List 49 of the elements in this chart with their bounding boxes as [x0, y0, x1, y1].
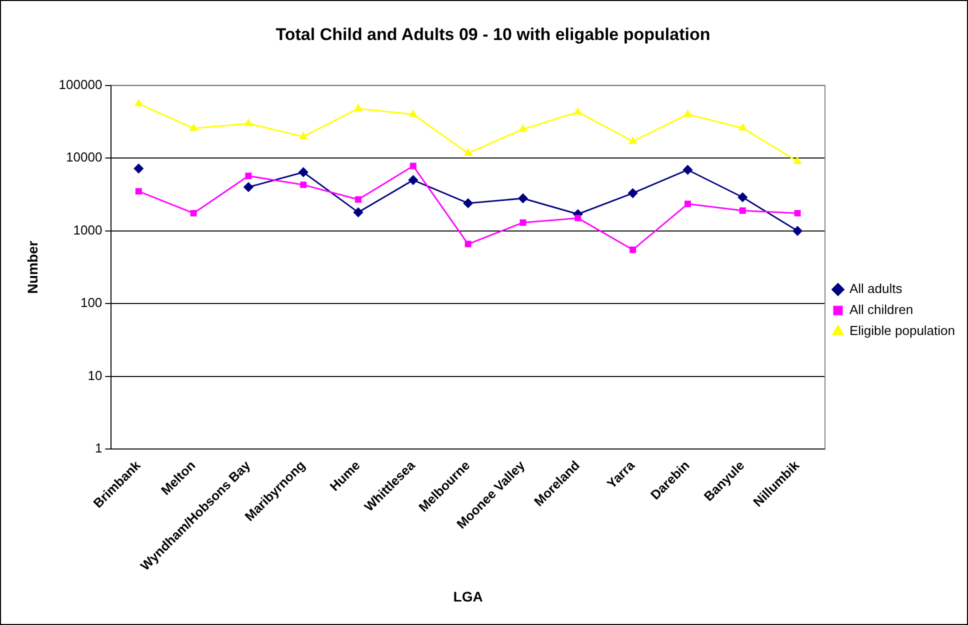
- point: [190, 210, 197, 216]
- point: [354, 208, 364, 218]
- point: [135, 188, 142, 195]
- point: [245, 172, 252, 180]
- point: [682, 165, 692, 175]
- y-axis-title: Number: [24, 240, 40, 294]
- point: [355, 196, 362, 203]
- y-tick-label: 1: [94, 440, 102, 456]
- point: [410, 162, 416, 170]
- legend-label: Eligible population: [849, 323, 956, 338]
- point: [464, 240, 472, 248]
- point: [244, 119, 252, 126]
- y-tick-label: 10000: [66, 150, 102, 165]
- point: [244, 182, 254, 192]
- point: [300, 132, 308, 140]
- point: [134, 164, 144, 174]
- point: [794, 157, 802, 164]
- point: [354, 104, 362, 112]
- point: [409, 110, 417, 117]
- y-tick-label: 100000: [58, 76, 102, 92]
- point: [794, 210, 801, 216]
- point: [520, 219, 526, 226]
- point: [519, 124, 527, 132]
- y-tick-label: 10: [88, 368, 102, 383]
- point: [574, 108, 582, 115]
- point: [738, 192, 748, 202]
- y-tick-label: 100: [80, 295, 102, 310]
- point: [298, 167, 308, 177]
- point: [574, 214, 582, 222]
- point: [408, 175, 418, 185]
- point: [134, 99, 142, 106]
- chart-title: Total Child and Adults 09 - 10 with eligable population: [276, 24, 710, 44]
- legend-label: All adults: [849, 281, 903, 296]
- point: [792, 226, 802, 236]
- point: [739, 207, 746, 214]
- point: [684, 110, 692, 117]
- y-tick-label: 1000: [73, 222, 102, 238]
- point: [628, 188, 638, 198]
- point: [630, 246, 636, 253]
- legend-label: All children: [849, 302, 914, 318]
- point: [629, 137, 637, 144]
- point: [518, 194, 528, 204]
- point: [190, 124, 198, 131]
- point: [463, 198, 473, 208]
- x-axis-title: LGA: [453, 588, 483, 604]
- point: [464, 148, 472, 156]
- point: [684, 200, 691, 208]
- point: [738, 124, 746, 130]
- point: [300, 182, 307, 188]
